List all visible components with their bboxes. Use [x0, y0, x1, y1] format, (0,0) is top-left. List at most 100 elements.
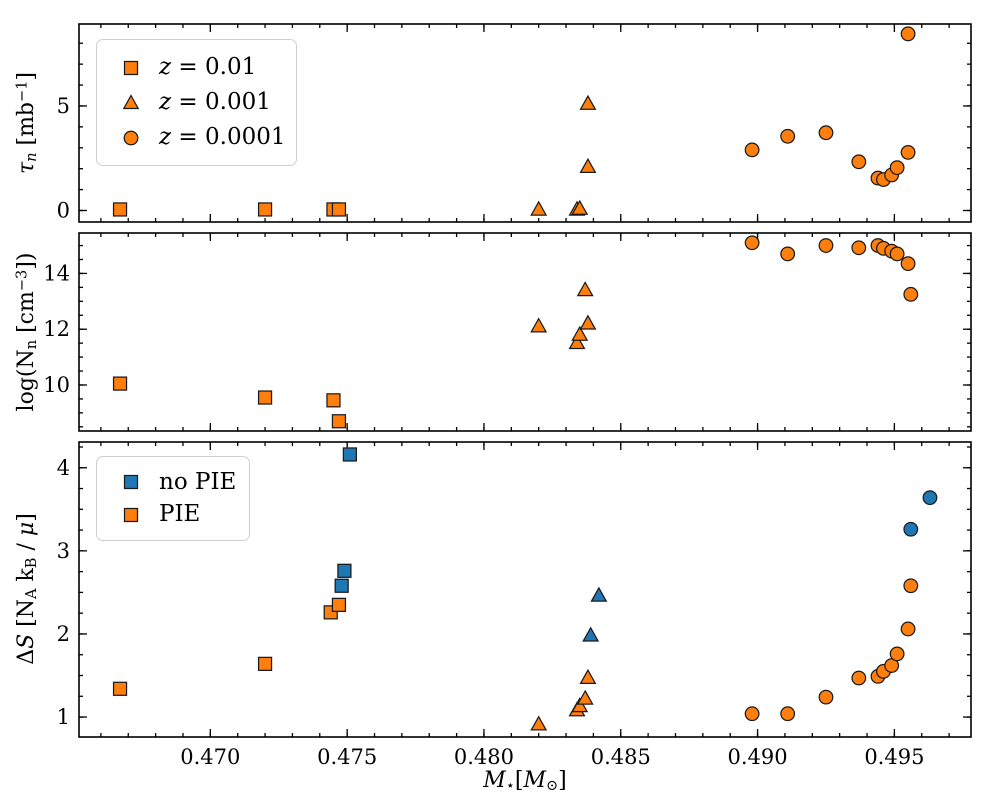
data-point-circle [851, 154, 867, 170]
y-tick-label: 5 [57, 94, 70, 118]
y-tick-label: 0 [57, 199, 70, 223]
data-point-triangle [576, 281, 594, 297]
panel-logNn: 10 12 14 [43, 232, 972, 432]
data-point-circle [903, 578, 919, 594]
series-square [112, 376, 347, 429]
data-point-circle [780, 706, 796, 722]
series-triangle [582, 586, 608, 642]
data-point-triangle [579, 668, 597, 685]
series-circle [903, 490, 938, 537]
circle-marker-icon [123, 130, 139, 145]
y-tick-label: 12 [43, 317, 70, 341]
data-point-triangle [579, 314, 597, 330]
x-tick-label: 0.485 [591, 745, 651, 769]
legend-label: z = 0.01 [159, 54, 257, 80]
square-marker-icon [123, 60, 139, 75]
y-tick-label: 2 [57, 622, 70, 646]
data-point-triangle [530, 317, 548, 333]
data-point-circle [900, 621, 916, 637]
legend-marker [121, 93, 141, 112]
y-tick-label: 3 [57, 539, 70, 563]
data-point-square [257, 202, 273, 217]
legend-item: z = 0.0001 [121, 126, 286, 149]
y-tick-label: 10 [43, 373, 70, 397]
x-tick-label: 0.475 [317, 745, 377, 769]
data-point-circle [889, 646, 905, 662]
data-point-circle [903, 286, 919, 302]
data-point-circle [889, 246, 905, 262]
square-marker-icon [123, 475, 139, 490]
x-axis-label-mass: M⋆[M⊙] [483, 768, 567, 794]
data-point-triangle [571, 199, 589, 215]
data-point-square [331, 414, 347, 429]
y-axis-label-log-nn: log(Nn [cm−3]) [14, 252, 40, 412]
data-point-square [331, 597, 347, 612]
data-point-triangle [571, 697, 589, 713]
data-point-circle [744, 235, 760, 251]
y-axis-label-delta-s: ΔS [NA kB / μ] [14, 513, 40, 665]
data-point-triangle [530, 200, 548, 216]
legend-label: no PIE [159, 468, 237, 495]
data-point-square [334, 578, 349, 593]
legend-marker [121, 129, 141, 147]
legend-marker [121, 506, 141, 524]
data-point-circle [818, 125, 834, 141]
data-point-square [326, 393, 341, 408]
series-circle [744, 235, 919, 302]
x-tick-label: 0.490 [728, 745, 788, 769]
data-point-circle [780, 128, 796, 144]
data-point-triangle [590, 586, 608, 602]
legend-item: z = 0.001 [121, 91, 282, 114]
legend-item: no PIE [121, 468, 237, 495]
legend-item: PIE [121, 503, 235, 526]
data-point-circle [900, 144, 916, 160]
square-marker-icon [123, 507, 139, 522]
series-triangle [530, 281, 597, 350]
legend-marker [121, 473, 141, 491]
data-point-circle [818, 689, 834, 705]
metallicity-legend: z = 0.01 z = 0.001 z = 0.0001 [96, 39, 297, 166]
data-point-circle [851, 670, 867, 686]
data-point-circle [851, 240, 867, 256]
data-point-square [257, 656, 273, 671]
data-point-circle [744, 706, 760, 722]
data-point-triangle [568, 334, 586, 350]
data-point-triangle [530, 715, 548, 731]
data-point-square [112, 202, 128, 217]
data-point-square [112, 376, 128, 391]
series-circle [744, 26, 916, 187]
x-tick-label: 0.470 [180, 745, 240, 769]
data-point-circle [780, 246, 796, 262]
data-point-triangle [571, 325, 589, 341]
data-point-circle [922, 490, 938, 506]
series-triangle [530, 94, 597, 216]
legend-item: z = 0.01 [121, 56, 282, 79]
series-circle [744, 578, 919, 722]
triangle-marker-icon [122, 93, 140, 109]
y-axis-label-tau: τn [mb−1] [14, 71, 40, 175]
series-square [112, 202, 347, 217]
panel-deltaS: 0.470 0.475 0.480 0.485 0.490 0.495 1 2 3 4 [57, 441, 972, 769]
panel-tau: 05 [57, 23, 972, 223]
legend-label: PIE [159, 501, 201, 528]
series-square [112, 597, 347, 696]
data-point-square [112, 681, 128, 696]
data-point-square [342, 447, 358, 462]
x-tick-label: 0.480 [454, 745, 514, 769]
y-tick-label: 14 [43, 261, 70, 285]
data-point-triangle [579, 94, 597, 110]
data-point-triangle [579, 157, 597, 174]
data-point-square [337, 563, 352, 578]
data-point-triangle [576, 689, 594, 705]
series-square [334, 447, 358, 593]
x-tick-label: 0.495 [864, 745, 924, 769]
series-triangle [530, 668, 597, 731]
legend-label: z = 0.0001 [159, 124, 286, 150]
data-point-circle [903, 521, 919, 537]
data-point-circle [900, 256, 916, 272]
data-point-triangle [582, 626, 600, 642]
data-point-circle [818, 238, 834, 253]
data-point-square [257, 390, 273, 405]
